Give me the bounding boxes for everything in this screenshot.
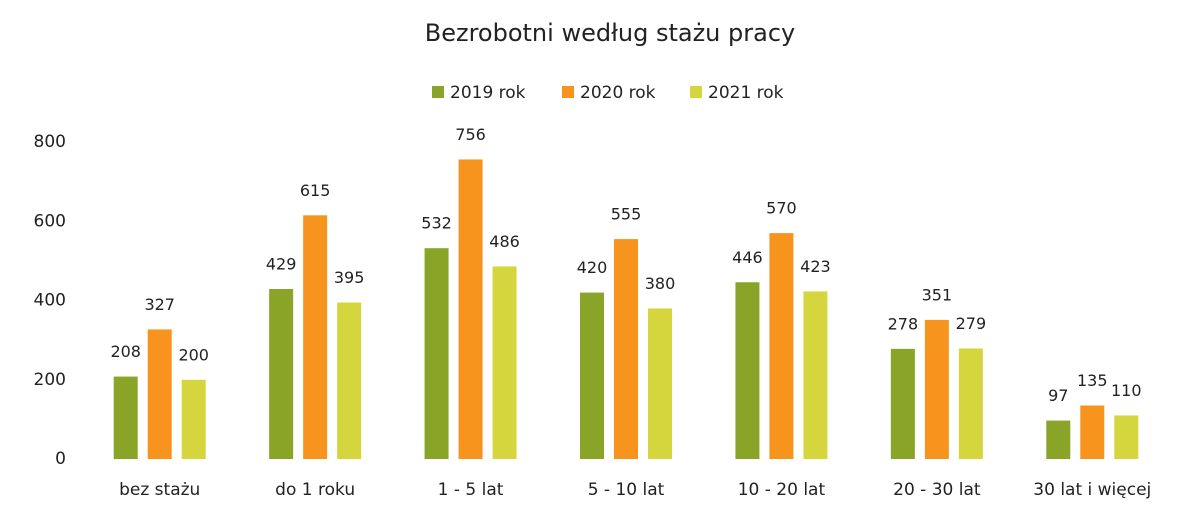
legend-swatch: [432, 86, 444, 98]
x-tick-label: 5 - 10 lat: [588, 480, 665, 500]
data-label: 615: [300, 181, 331, 200]
data-label: 756: [455, 125, 486, 144]
bar: [890, 348, 915, 459]
x-tick-label: 10 - 20 lat: [738, 480, 826, 500]
legend-swatch: [562, 86, 574, 98]
data-label: 200: [178, 345, 209, 364]
bar: [337, 302, 362, 459]
bar: [458, 159, 483, 459]
y-tick-label: 600: [34, 211, 66, 231]
bar: [1046, 420, 1071, 459]
bar: [769, 233, 794, 459]
x-tick-label: 20 - 30 lat: [893, 480, 981, 500]
data-label: 135: [1077, 371, 1108, 390]
data-label: 110: [1111, 381, 1142, 400]
bar: [614, 239, 638, 459]
data-label: 97: [1048, 386, 1068, 405]
bar: [1080, 405, 1105, 459]
data-label: 278: [888, 314, 919, 333]
data-label: 395: [334, 268, 365, 287]
x-tick-label: 30 lat i więcej: [1033, 480, 1151, 500]
y-tick-label: 400: [34, 291, 66, 311]
data-label: 327: [144, 295, 175, 314]
legend-label: 2019 rok: [450, 83, 526, 103]
legend-label: 2020 rok: [580, 83, 656, 103]
bar: [648, 308, 672, 459]
y-tick-label: 800: [34, 132, 66, 152]
bar: [424, 248, 449, 459]
bar: [492, 266, 517, 459]
data-label: 351: [922, 285, 953, 304]
x-tick-label: do 1 roku: [275, 480, 355, 500]
data-label: 208: [110, 342, 141, 361]
data-label: 570: [766, 199, 797, 218]
data-label: 380: [645, 274, 676, 293]
y-tick-label: 0: [55, 449, 66, 469]
bar: [735, 282, 760, 459]
bar: [803, 291, 828, 459]
bar: [303, 215, 328, 459]
data-label: 423: [800, 257, 831, 276]
data-label: 429: [266, 255, 297, 274]
bar: [924, 319, 949, 459]
x-tick-label: bez stażu: [119, 480, 200, 500]
bar: [580, 292, 604, 459]
legend-label: 2021 rok: [708, 83, 784, 103]
y-tick-label: 200: [34, 370, 66, 390]
bar: [181, 379, 206, 459]
legend-swatch: [690, 86, 702, 98]
x-tick-label: 1 - 5 lat: [438, 480, 504, 500]
bar: [958, 348, 983, 459]
data-label: 420: [577, 258, 608, 277]
bar: [269, 289, 294, 459]
bar: [147, 329, 172, 459]
data-label: 279: [956, 314, 987, 333]
legend: 2019 rok 2020 rok 2021 rok: [432, 83, 784, 103]
data-label: 446: [732, 248, 763, 267]
data-label: 555: [611, 205, 642, 224]
bar: [113, 376, 138, 459]
data-label: 486: [489, 232, 520, 251]
bar: [1114, 415, 1139, 459]
chart-title: Bezrobotni według stażu pracy: [425, 19, 795, 47]
data-label: 532: [421, 214, 452, 233]
